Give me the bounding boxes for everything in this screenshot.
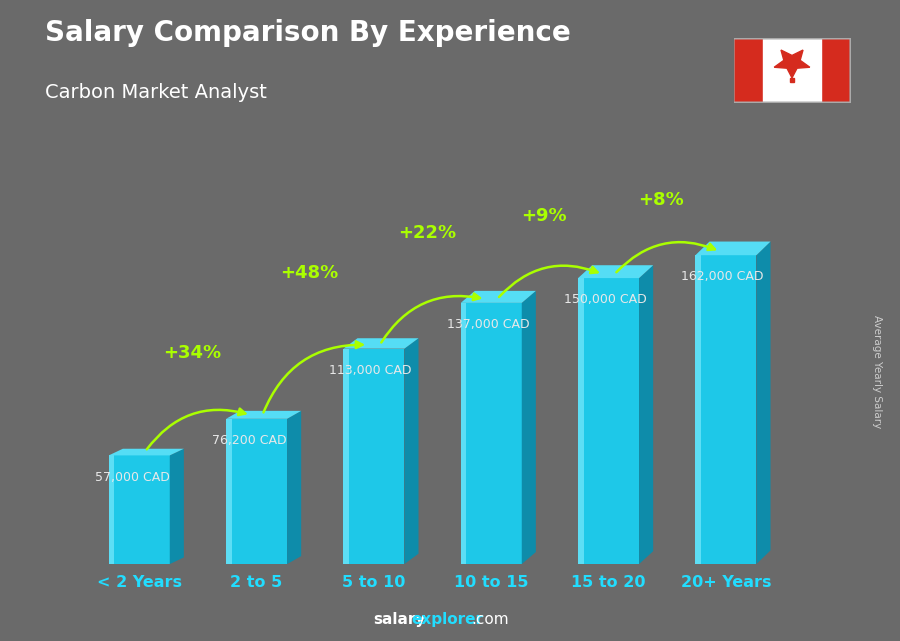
Polygon shape	[404, 338, 419, 564]
Text: explorer: explorer	[411, 612, 483, 627]
Polygon shape	[344, 349, 404, 564]
Polygon shape	[226, 419, 287, 564]
Polygon shape	[578, 278, 639, 564]
Polygon shape	[696, 255, 756, 564]
Text: .com: .com	[472, 612, 509, 627]
Text: salary: salary	[374, 612, 426, 627]
Polygon shape	[226, 419, 231, 564]
Polygon shape	[578, 265, 653, 278]
Polygon shape	[756, 242, 770, 564]
Polygon shape	[578, 278, 583, 564]
Polygon shape	[170, 449, 184, 564]
Polygon shape	[226, 411, 302, 419]
Polygon shape	[461, 303, 522, 564]
Polygon shape	[789, 78, 795, 82]
Text: 76,200 CAD: 76,200 CAD	[212, 434, 286, 447]
Bar	[763, 38, 821, 103]
Text: Carbon Market Analyst: Carbon Market Analyst	[45, 83, 267, 103]
Bar	[734, 38, 763, 103]
Polygon shape	[109, 455, 114, 564]
Polygon shape	[639, 265, 653, 564]
Polygon shape	[696, 255, 701, 564]
Text: 137,000 CAD: 137,000 CAD	[446, 318, 529, 331]
Polygon shape	[461, 291, 536, 303]
Polygon shape	[287, 411, 302, 564]
Text: 162,000 CAD: 162,000 CAD	[681, 271, 764, 283]
Polygon shape	[774, 50, 810, 78]
Text: 113,000 CAD: 113,000 CAD	[329, 364, 412, 377]
Polygon shape	[461, 303, 466, 564]
Bar	[821, 38, 850, 103]
Polygon shape	[522, 291, 536, 564]
Polygon shape	[696, 242, 770, 255]
Polygon shape	[109, 449, 184, 455]
Text: +9%: +9%	[521, 206, 567, 225]
Text: +22%: +22%	[398, 224, 455, 242]
Text: 150,000 CAD: 150,000 CAD	[564, 294, 647, 306]
Text: Salary Comparison By Experience: Salary Comparison By Experience	[45, 19, 571, 47]
Text: +48%: +48%	[280, 264, 338, 282]
Text: +8%: +8%	[638, 192, 684, 210]
Text: Average Yearly Salary: Average Yearly Salary	[872, 315, 883, 428]
Polygon shape	[344, 349, 349, 564]
Polygon shape	[109, 455, 170, 564]
Polygon shape	[344, 338, 418, 349]
Text: 57,000 CAD: 57,000 CAD	[94, 470, 169, 484]
Text: +34%: +34%	[163, 344, 221, 362]
